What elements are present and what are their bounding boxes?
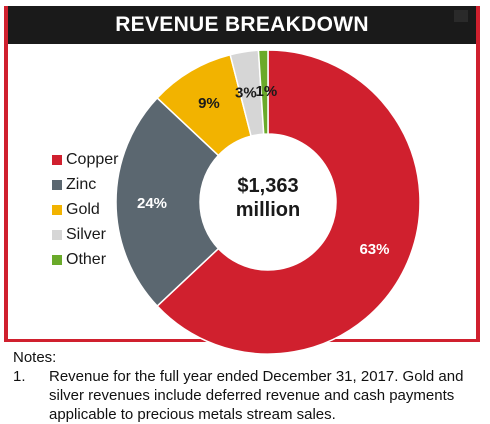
center-label-amount: $1,363 [237,175,298,197]
chart-title-text: REVENUE BREAKDOWN [115,13,369,36]
slice-label-zinc: 24% [137,195,167,212]
title-bar-tab [454,10,468,22]
note-item: 1. Revenue for the full year ended Decem… [13,367,483,424]
slice-label-other: 1% [256,83,278,100]
notes-heading: Notes: [13,349,57,366]
slice-label-silver: 3% [235,84,257,101]
slice-label-copper: 63% [359,241,389,258]
slice-other [257,49,269,135]
legend-item-copper: Copper [52,147,118,172]
legend-item-silver: Silver [52,222,118,247]
legend-label: Copper [66,150,119,168]
slice-copper [156,49,421,355]
legend-label: Gold [66,200,100,218]
legend-swatch [52,179,62,190]
legend-label: Zinc [66,175,97,193]
note-text: Revenue for the full year ended December… [49,368,464,423]
notes: Notes: 1. Revenue for the full year ende… [13,348,483,424]
legend-swatch [52,254,62,265]
legend-item-zinc: Zinc [52,172,118,197]
legend-item-gold: Gold [52,197,118,222]
legend: Copper Zinc Gold Silver Other [52,147,118,272]
legend-swatch [52,229,62,240]
legend-swatch [52,154,62,165]
center-label-unit: million [236,199,300,221]
legend-label: Silver [66,225,107,243]
legend-item-other: Other [52,247,118,272]
slice-zinc [115,96,220,308]
slice-label-gold: 9% [198,95,220,112]
legend-label: Other [66,250,107,268]
note-number: 1. [13,368,26,385]
chart-title: REVENUE BREAKDOWN [8,6,476,44]
legend-swatch [52,204,62,215]
